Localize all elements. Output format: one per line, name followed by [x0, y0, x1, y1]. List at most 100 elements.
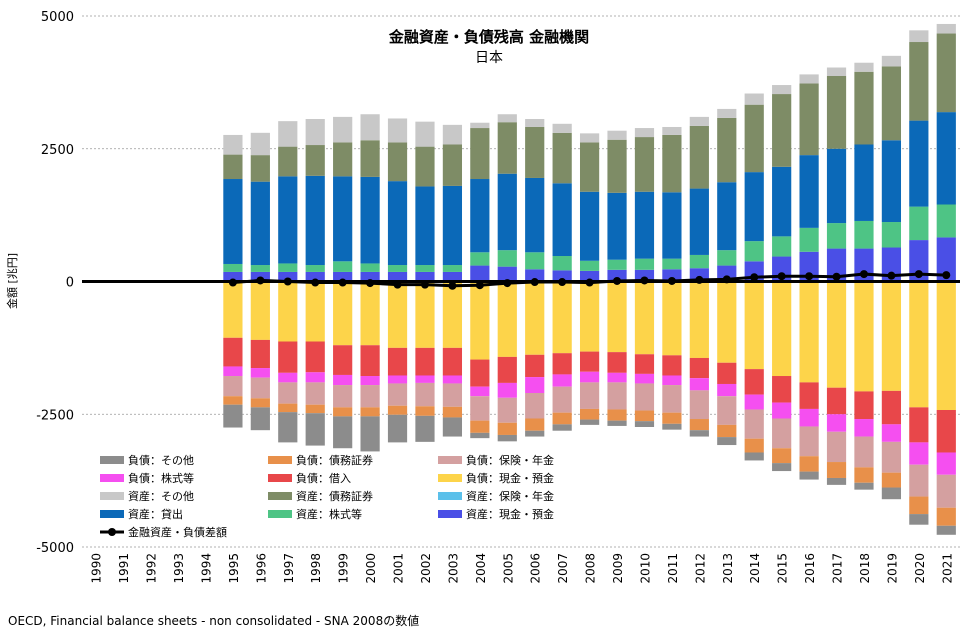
liability-bar-4-2011	[662, 412, 682, 424]
asset-bar-1-2017	[826, 223, 847, 249]
liability-bar-2-2000	[360, 376, 380, 386]
asset-bar-0-2012	[689, 268, 709, 282]
liability-bar-0-2018	[854, 281, 874, 392]
x-tick-label: 1993	[172, 553, 186, 584]
liability-bar-4-1998	[305, 404, 325, 414]
liability-bar-2-2002	[415, 375, 435, 383]
x-tick-label: 2013	[721, 553, 735, 584]
diff-point-2008	[585, 278, 594, 287]
asset-bar-0-2020	[909, 240, 929, 282]
liability-bar-1-2005	[497, 356, 517, 383]
y-tick-label: 5000	[41, 10, 74, 25]
liability-bar-4-2009	[607, 409, 627, 421]
legend-label: 資産：その他	[128, 490, 194, 503]
liability-bar-4-2020	[909, 496, 929, 515]
legend-swatch-marker	[108, 528, 116, 536]
liability-bar-4-2002	[415, 406, 435, 416]
liability-bar-1-2021	[936, 410, 956, 453]
liability-bar-3-2008	[579, 382, 600, 409]
asset-bar-0-1995	[223, 271, 243, 282]
asset-bar-5-1997	[278, 121, 298, 147]
asset-bar-3-2011	[662, 192, 682, 259]
liability-bar-1-2003	[442, 347, 463, 376]
liability-bar-2-1997	[278, 372, 298, 383]
asset-bar-3-1997	[278, 176, 298, 264]
liability-bar-5-2012	[689, 430, 709, 437]
asset-bar-3-2017	[826, 148, 847, 224]
asset-bar-0-2011	[662, 269, 682, 282]
liability-bar-3-2018	[854, 436, 874, 468]
asset-bar-1-2010	[634, 258, 655, 270]
x-tick-label: 2006	[529, 553, 543, 584]
liability-bar-5-2015	[772, 463, 792, 472]
liability-bar-4-1995	[223, 396, 243, 405]
asset-bar-3-2010	[634, 191, 655, 259]
liability-bar-3-2019	[881, 441, 902, 473]
liability-bar-0-2021	[936, 281, 956, 411]
liability-bar-1-2019	[881, 390, 902, 425]
diff-point-2013	[722, 275, 731, 284]
asset-bar-4-2018	[854, 71, 874, 145]
liability-bar-3-2007	[552, 386, 572, 413]
liability-bar-1-2013	[717, 362, 737, 384]
asset-bar-4-2014	[744, 104, 764, 173]
liability-bar-1-2002	[415, 347, 435, 376]
x-tick-label: 2021	[940, 553, 954, 584]
asset-bar-1-2012	[689, 254, 709, 269]
asset-bar-0-2017	[826, 248, 847, 282]
diff-point-2003	[448, 281, 457, 290]
asset-bar-3-2015	[772, 166, 792, 237]
asset-bar-3-1995	[223, 179, 243, 264]
asset-bar-3-2014	[744, 172, 764, 242]
liability-bar-2-2020	[909, 442, 929, 465]
asset-bar-1-2003	[442, 265, 463, 272]
x-tick-label: 1998	[309, 553, 323, 584]
liability-bar-2-2004	[470, 386, 490, 397]
liability-bar-4-2003	[442, 406, 463, 418]
liability-bar-0-2009	[607, 281, 627, 353]
liability-bar-0-2010	[634, 281, 655, 355]
liability-bar-5-2009	[607, 420, 627, 426]
asset-bar-0-2019	[881, 247, 902, 282]
liability-bar-5-2005	[497, 434, 517, 442]
asset-bar-3-2016	[799, 155, 819, 228]
x-tick-label: 2012	[693, 553, 707, 584]
asset-bar-0-1999	[333, 271, 353, 282]
asset-bar-3-2005	[497, 173, 517, 251]
asset-bar-3-2019	[881, 140, 902, 223]
asset-bar-0-2000	[360, 271, 380, 282]
liability-bar-1-2011	[662, 355, 682, 376]
liability-bar-1-2017	[826, 387, 847, 415]
chart-subtitle: 日本	[475, 50, 503, 66]
asset-bar-5-2005	[497, 114, 517, 123]
asset-bar-4-2002	[415, 146, 435, 187]
asset-bar-5-1996	[250, 132, 270, 156]
asset-bar-3-2009	[607, 192, 627, 260]
liability-bar-0-2004	[470, 281, 490, 360]
legend-swatch	[268, 456, 292, 464]
liability-bar-0-2019	[881, 281, 902, 391]
liability-bar-2-2008	[579, 371, 600, 383]
liability-bar-4-2018	[854, 467, 874, 483]
liability-bar-5-1998	[305, 413, 325, 446]
asset-bar-3-1999	[333, 176, 353, 262]
liability-bar-3-2014	[744, 409, 764, 439]
asset-bar-0-2009	[607, 269, 627, 282]
liability-bar-5-2018	[854, 482, 874, 490]
x-tick-label: 1990	[90, 553, 104, 584]
asset-bar-5-2000	[360, 114, 380, 141]
asset-bar-5-1998	[305, 119, 325, 146]
liability-bar-4-1997	[278, 403, 298, 413]
x-tick-label: 2017	[831, 553, 845, 584]
asset-bar-5-2002	[415, 121, 435, 147]
liability-bar-2-2010	[634, 373, 655, 384]
legend-label: 資産：株式等	[296, 507, 362, 521]
asset-bar-4-2017	[826, 76, 847, 149]
liability-bar-3-2013	[717, 396, 737, 425]
diff-point-1997	[283, 277, 292, 286]
x-tick-label: 1994	[199, 553, 213, 584]
legend-swatch	[438, 474, 462, 482]
diff-line-series	[228, 270, 951, 290]
liability-bar-1-1995	[223, 337, 243, 367]
diff-point-2009	[613, 276, 622, 285]
